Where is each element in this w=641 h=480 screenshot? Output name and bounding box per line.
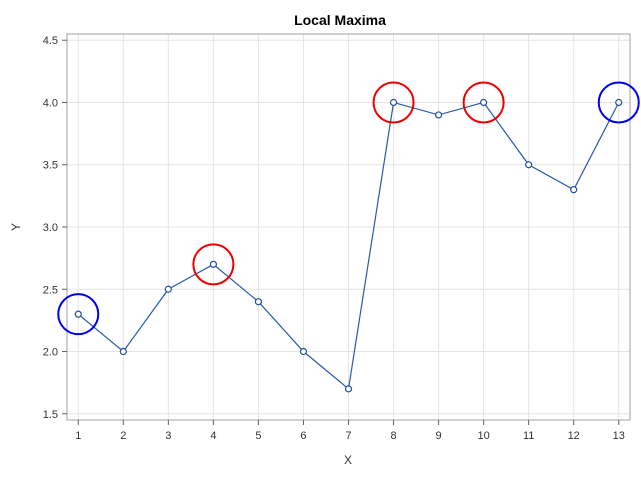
local-max-marker xyxy=(192,243,235,286)
data-point xyxy=(570,186,578,194)
x-tick-label: 10 xyxy=(477,430,489,442)
data-point xyxy=(164,285,172,293)
y-tick-label: 4.0 xyxy=(43,97,58,109)
data-point xyxy=(209,260,217,268)
data-point xyxy=(434,111,443,119)
y-tick-label: 2.0 xyxy=(43,347,58,359)
data-point xyxy=(389,98,398,107)
axis-ticks: 1 2 3 4 5 6 7 8 9 10 11 12 131.52.02.53.03.54.04.5 xyxy=(43,35,625,442)
y-tick-label: 4.5 xyxy=(43,35,58,47)
x-tick-label: 6 xyxy=(300,430,306,442)
x-tick-label: 3 xyxy=(165,430,171,442)
y-tick-label: 1.5 xyxy=(43,409,58,421)
x-tick-label: 9 xyxy=(436,430,442,442)
data-point xyxy=(254,298,263,306)
y-tick-label: 3.0 xyxy=(43,222,58,234)
y-axis-label: Y xyxy=(9,223,23,231)
grid xyxy=(67,34,630,420)
data-point xyxy=(119,347,127,356)
data-point xyxy=(525,161,533,169)
y-tick-label: 2.5 xyxy=(43,284,58,296)
x-tick-label: 12 xyxy=(568,430,580,442)
local-max-marker xyxy=(57,293,100,336)
data-point xyxy=(344,385,353,393)
highlights xyxy=(57,81,640,336)
x-tick-label: 5 xyxy=(255,430,261,442)
series xyxy=(74,98,623,393)
x-tick-label: 11 xyxy=(523,430,534,442)
data-point xyxy=(74,310,82,318)
x-tick-label: 13 xyxy=(613,430,625,442)
local-max-marker xyxy=(597,81,640,124)
local-max-marker xyxy=(372,81,415,124)
x-tick-label: 4 xyxy=(210,430,216,442)
local-max-marker xyxy=(462,81,505,124)
x-tick-label: 8 xyxy=(390,430,396,442)
y-tick-label: 3.5 xyxy=(43,160,58,172)
data-point xyxy=(615,98,623,107)
data-point xyxy=(299,347,308,356)
x-tick-label: 2 xyxy=(120,430,126,442)
x-tick-label: 7 xyxy=(345,430,351,442)
x-tick-label: 1 xyxy=(75,430,81,442)
x-axis-label: X xyxy=(344,453,352,467)
data-point xyxy=(480,98,488,107)
chart-title: Local Maxima xyxy=(294,12,386,28)
